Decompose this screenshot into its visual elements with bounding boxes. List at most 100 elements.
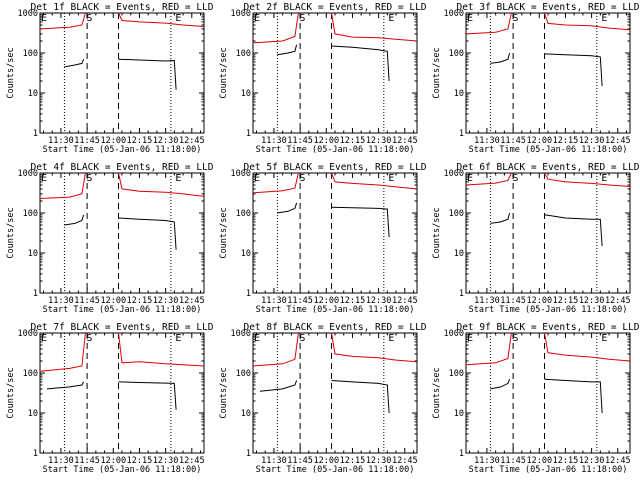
time-marker-label: E — [467, 333, 473, 344]
lld-rate-line — [465, 172, 512, 186]
event-rate-line — [490, 212, 511, 224]
chart-panel: Det 1f BLACK = Events, RED = LLD 1 10 100 10… — [6, 2, 214, 155]
x-tick-label: 12:45 — [392, 296, 418, 306]
y-axis-label: Counts/sec — [6, 207, 16, 258]
lld-rate-line — [331, 12, 418, 42]
x-tick-label: 12:15 — [127, 456, 153, 466]
x-tick-label: 11:30 — [48, 296, 74, 306]
y-tick-label: 1000 — [231, 9, 251, 19]
time-marker-label: E — [467, 173, 473, 184]
y-tick-label: 10 — [241, 409, 251, 419]
x-tick-label: 12:15 — [340, 456, 366, 466]
y-tick-label: 1000 — [444, 329, 464, 339]
x-axis-label: Start Time (05-Jan-06 11:18:00) — [43, 145, 202, 155]
time-marker-label: E — [601, 333, 607, 344]
lld-rate-line — [465, 12, 512, 35]
x-tick-label: 12:30 — [153, 296, 179, 306]
time-marker-label: E — [175, 13, 181, 24]
y-tick-label: 10 — [241, 89, 251, 99]
x-tick-label: 11:30 — [261, 456, 287, 466]
y-tick-label: 100 — [449, 49, 464, 59]
x-tick-label: 12:00 — [313, 456, 339, 466]
lld-rate-line — [252, 332, 299, 367]
lld-rate-line — [118, 332, 205, 367]
event-rate-line — [277, 202, 298, 214]
lld-rate-line — [252, 172, 299, 194]
y-tick-label: 100 — [23, 369, 38, 379]
lld-rate-line — [544, 172, 631, 187]
event-rate-line — [118, 217, 177, 250]
x-tick-label: 11:45 — [74, 456, 100, 466]
event-rate-line — [118, 381, 177, 410]
time-marker-label: E — [601, 173, 607, 184]
lld-rate-line — [331, 332, 418, 363]
x-tick-label: 12:45 — [605, 296, 631, 306]
chart-panel: Det 6f BLACK = Events, RED = LLD 1 10 100 10… — [432, 162, 640, 315]
y-tick-label: 1 — [459, 129, 464, 139]
y-tick-label: 10 — [454, 89, 464, 99]
y-tick-label: 1 — [246, 289, 251, 299]
y-axis-label: Counts/sec — [6, 367, 16, 418]
x-tick-label: 12:45 — [179, 456, 205, 466]
x-tick-label: 12:45 — [605, 136, 631, 146]
x-axis-label: Start Time (05-Jan-06 11:18:00) — [469, 305, 628, 315]
y-tick-label: 1 — [33, 289, 38, 299]
y-axis-label: Counts/sec — [219, 367, 229, 418]
x-tick-label: 11:45 — [500, 136, 526, 146]
time-marker-label: E — [175, 333, 181, 344]
chart-title: Det 1f BLACK = Events, RED = LLD — [30, 2, 213, 13]
x-tick-label: 12:30 — [366, 136, 392, 146]
event-rate-line — [259, 380, 298, 392]
chart-title: Det 9f BLACK = Events, RED = LLD — [456, 322, 639, 333]
lld-rate-line — [465, 332, 512, 366]
time-marker-label: E — [388, 333, 394, 344]
y-tick-label: 1 — [459, 289, 464, 299]
x-tick-label: 12:00 — [526, 136, 552, 146]
y-tick-label: 10 — [454, 409, 464, 419]
x-tick-label: 12:45 — [392, 136, 418, 146]
chart-title: Det 8f BLACK = Events, RED = LLD — [243, 322, 426, 333]
time-marker-label: S — [512, 173, 518, 184]
x-tick-label: 12:15 — [553, 456, 579, 466]
chart-panel: Det 7f BLACK = Events, RED = LLD 1 10 100 10… — [6, 322, 214, 475]
y-tick-label: 1000 — [231, 329, 251, 339]
y-tick-label: 1000 — [18, 169, 38, 179]
y-tick-label: 100 — [236, 49, 251, 59]
chart-title: Det 7f BLACK = Events, RED = LLD — [30, 322, 213, 333]
x-axis-label: Start Time (05-Jan-06 11:18:00) — [43, 465, 202, 475]
chart-title: Det 4f BLACK = Events, RED = LLD — [30, 162, 213, 173]
time-marker-label: E — [254, 13, 260, 24]
x-tick-label: 12:30 — [366, 456, 392, 466]
y-axis-label: Counts/sec — [219, 47, 229, 98]
x-tick-label: 11:30 — [48, 136, 74, 146]
lld-rate-line — [39, 12, 86, 30]
x-tick-label: 12:00 — [100, 296, 126, 306]
event-rate-line — [64, 214, 85, 226]
chart-panel: Det 5f BLACK = Events, RED = LLD 1 10 100 10… — [219, 162, 427, 315]
chart-panel: Det 2f BLACK = Events, RED = LLD 1 10 100 10… — [219, 2, 427, 155]
event-rate-line — [46, 381, 85, 390]
lld-rate-line — [544, 332, 631, 362]
time-marker-label: E — [467, 13, 473, 24]
y-tick-label: 10 — [28, 249, 38, 259]
time-marker-label: E — [388, 13, 394, 24]
x-tick-label: 11:45 — [287, 136, 313, 146]
chart-panel: Det 3f BLACK = Events, RED = LLD 1 10 100 10… — [432, 2, 640, 155]
x-tick-label: 12:30 — [153, 136, 179, 146]
x-tick-label: 12:00 — [100, 136, 126, 146]
y-axis-label: Counts/sec — [6, 47, 16, 98]
x-tick-label: 12:30 — [366, 296, 392, 306]
y-tick-label: 100 — [236, 209, 251, 219]
x-tick-label: 12:00 — [526, 456, 552, 466]
x-axis-label: Start Time (05-Jan-06 11:18:00) — [256, 305, 415, 315]
x-tick-label: 12:00 — [313, 296, 339, 306]
y-tick-label: 1 — [33, 129, 38, 139]
x-tick-label: 11:45 — [500, 296, 526, 306]
event-rate-line — [490, 379, 511, 390]
y-tick-label: 100 — [449, 209, 464, 219]
y-tick-label: 1000 — [18, 329, 38, 339]
x-tick-label: 11:30 — [261, 296, 287, 306]
x-tick-label: 12:30 — [153, 456, 179, 466]
x-axis-label: Start Time (05-Jan-06 11:18:00) — [256, 465, 415, 475]
time-marker-label: S — [86, 173, 92, 184]
